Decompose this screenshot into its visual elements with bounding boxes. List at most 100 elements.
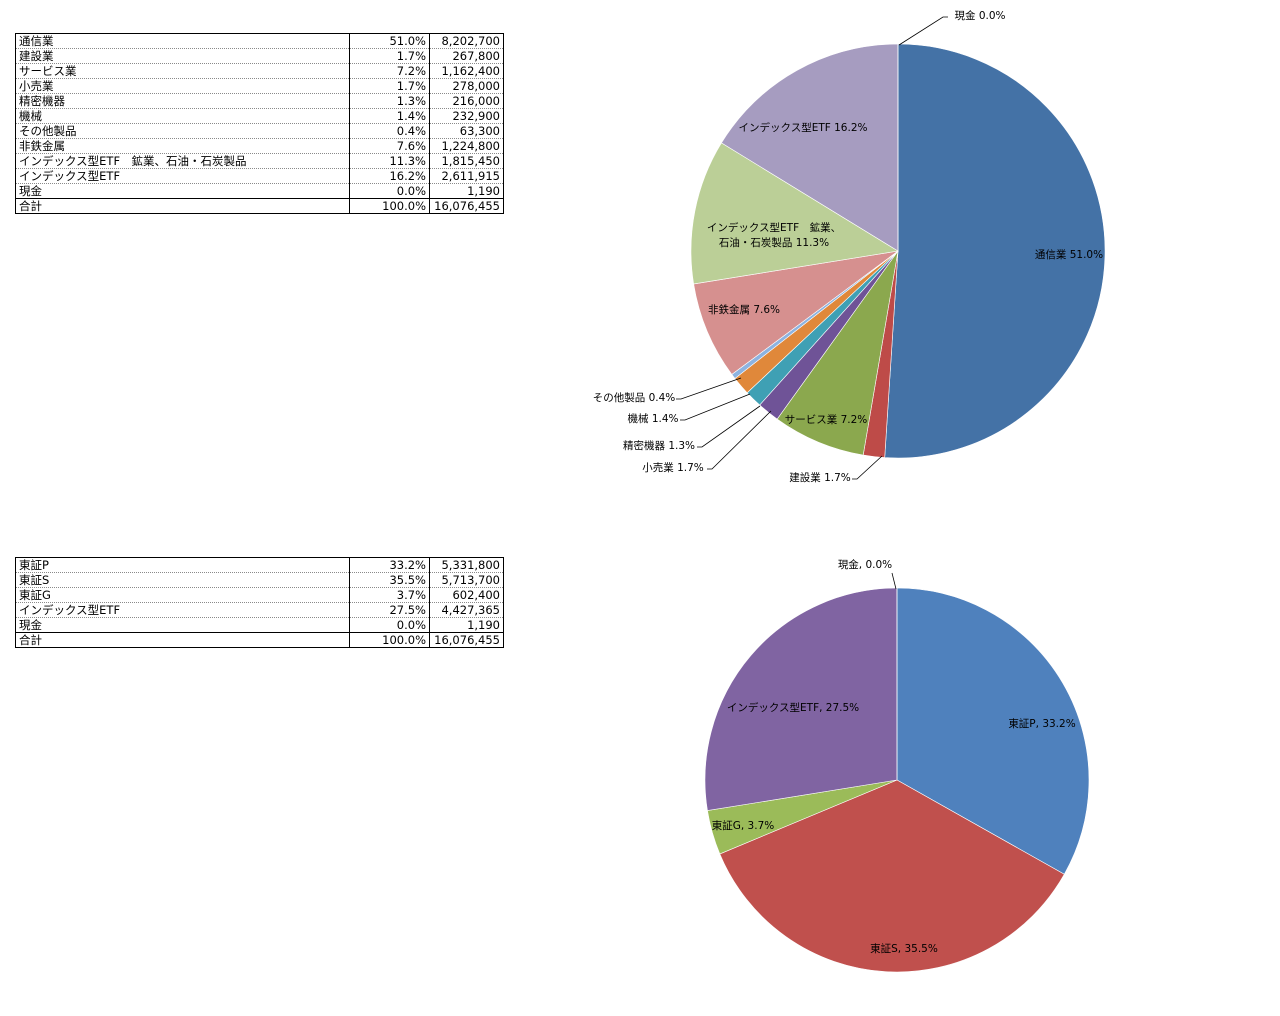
pie-slice: [690, 142, 899, 285]
percent-cell: 100.0%: [349, 198, 430, 214]
category-cell: 合計: [15, 198, 350, 214]
data-label: 小売業 1.7%: [642, 461, 704, 474]
market-table: 東証P 33.2% 5,331,800 東証S 35.5% 5,713,700 東証G 3.7…: [15, 557, 504, 648]
data-label: 現金, 0.0%: [838, 558, 892, 571]
leader-line: [898, 16, 948, 46]
category-cell: 精密機器: [15, 93, 350, 109]
percent-cell: 0.4%: [349, 123, 430, 139]
percent-cell: 7.6%: [349, 138, 430, 154]
category-cell: 建設業: [15, 48, 350, 64]
data-label: その他製品 0.4%: [593, 391, 676, 404]
leader-line: [680, 393, 751, 421]
percent-cell: 1.7%: [349, 78, 430, 94]
industry-table: 通信業 51.0% 8,202,700 建設業 1.7% 267,800 サービス業 7.2%…: [15, 33, 504, 214]
amount-cell: 16,076,455: [429, 632, 504, 648]
category-cell: 現金: [15, 183, 350, 199]
table-row: インデックス型ETF 鉱業、石油・石炭製品 11.3% 1,815,450: [15, 153, 504, 169]
amount-cell: 1,190: [429, 617, 504, 633]
table-row: 東証S 35.5% 5,713,700: [15, 572, 504, 588]
percent-cell: 35.5%: [349, 572, 430, 588]
percent-cell: 3.7%: [349, 587, 430, 603]
table-row: 東証G 3.7% 602,400: [15, 587, 504, 603]
total-row: 合計 100.0% 16,076,455: [15, 198, 504, 214]
data-label: 通信業 51.0%: [1035, 248, 1103, 261]
amount-cell: 602,400: [429, 587, 504, 603]
percent-cell: 1.7%: [349, 48, 430, 64]
data-label: 石油・石炭製品 11.3%: [719, 236, 829, 249]
table-row: 東証P 33.2% 5,331,800: [15, 557, 504, 573]
leader-line: [697, 405, 761, 448]
data-label: 東証P, 33.2%: [1008, 717, 1075, 730]
table-row: サービス業 7.2% 1,162,400: [15, 63, 504, 79]
pie-slice: [721, 43, 899, 252]
category-cell: 東証S: [15, 572, 350, 588]
percent-cell: 0.0%: [349, 183, 430, 199]
category-cell: 東証P: [15, 557, 350, 573]
category-cell: 小売業: [15, 78, 350, 94]
data-label: 機械 1.4%: [627, 412, 678, 425]
data-label: サービス業 7.2%: [785, 413, 868, 426]
data-label: 東証S, 35.5%: [870, 942, 938, 955]
amount-cell: 5,713,700: [429, 572, 504, 588]
category-cell: 通信業: [15, 33, 350, 49]
amount-cell: 216,000: [429, 93, 504, 109]
table-row: 通信業 51.0% 8,202,700: [15, 33, 504, 49]
percent-cell: 27.5%: [349, 602, 430, 618]
leader-line: [891, 572, 897, 590]
pie-slice: [693, 250, 899, 375]
table-row: 現金 0.0% 1,190: [15, 183, 504, 199]
amount-cell: 278,000: [429, 78, 504, 94]
category-cell: 機械: [15, 108, 350, 124]
table-row: 小売業 1.7% 278,000: [15, 78, 504, 94]
category-cell: 東証G: [15, 587, 350, 603]
amount-cell: 1,224,800: [429, 138, 504, 154]
table-row: インデックス型ETF 27.5% 4,427,365: [15, 602, 504, 618]
percent-cell: 11.3%: [349, 153, 430, 169]
data-label: 東証G, 3.7%: [712, 819, 775, 832]
pie-slice: [719, 779, 1065, 973]
data-label: インデックス型ETF 16.2%: [739, 121, 868, 134]
amount-cell: 2,611,915: [429, 168, 504, 184]
amount-cell: 16,076,455: [429, 198, 504, 214]
percent-cell: 0.0%: [349, 617, 430, 633]
leader-line: [852, 455, 883, 480]
percent-cell: 1.3%: [349, 93, 430, 109]
data-label: インデックス型ETF, 27.5%: [727, 701, 859, 714]
data-label: 精密機器 1.3%: [623, 439, 695, 452]
amount-cell: 232,900: [429, 108, 504, 124]
table-row: 非鉄金属 7.6% 1,224,800: [15, 138, 504, 154]
category-cell: 現金: [15, 617, 350, 633]
total-row: 合計 100.0% 16,076,455: [15, 632, 504, 648]
data-label: 建設業 1.7%: [789, 471, 851, 484]
pie-slice: [704, 587, 898, 811]
percent-cell: 33.2%: [349, 557, 430, 573]
leader-line: [707, 410, 772, 470]
table-row: その他製品 0.4% 63,300: [15, 123, 504, 139]
amount-cell: 267,800: [429, 48, 504, 64]
percent-cell: 51.0%: [349, 33, 430, 49]
amount-cell: 4,427,365: [429, 602, 504, 618]
amount-cell: 63,300: [429, 123, 504, 139]
category-cell: サービス業: [15, 63, 350, 79]
category-cell: その他製品: [15, 123, 350, 139]
category-cell: インデックス型ETF 鉱業、石油・石炭製品: [15, 153, 350, 169]
table-row: 建設業 1.7% 267,800: [15, 48, 504, 64]
data-label: インデックス型ETF 鉱業、: [707, 221, 841, 234]
table-row: 現金 0.0% 1,190: [15, 617, 504, 633]
amount-cell: 5,331,800: [429, 557, 504, 573]
percent-cell: 7.2%: [349, 63, 430, 79]
table-row: 精密機器 1.3% 216,000: [15, 93, 504, 109]
category-cell: インデックス型ETF: [15, 168, 350, 184]
amount-cell: 1,162,400: [429, 63, 504, 79]
leader-line: [676, 377, 742, 400]
percent-cell: 1.4%: [349, 108, 430, 124]
table-row: インデックス型ETF 16.2% 2,611,915: [15, 168, 504, 184]
category-cell: 非鉄金属: [15, 138, 350, 154]
data-label: 非鉄金属 7.6%: [708, 303, 780, 316]
data-label: 現金 0.0%: [954, 9, 1005, 22]
amount-cell: 1,190: [429, 183, 504, 199]
amount-cell: 8,202,700: [429, 33, 504, 49]
category-cell: インデックス型ETF: [15, 602, 350, 618]
